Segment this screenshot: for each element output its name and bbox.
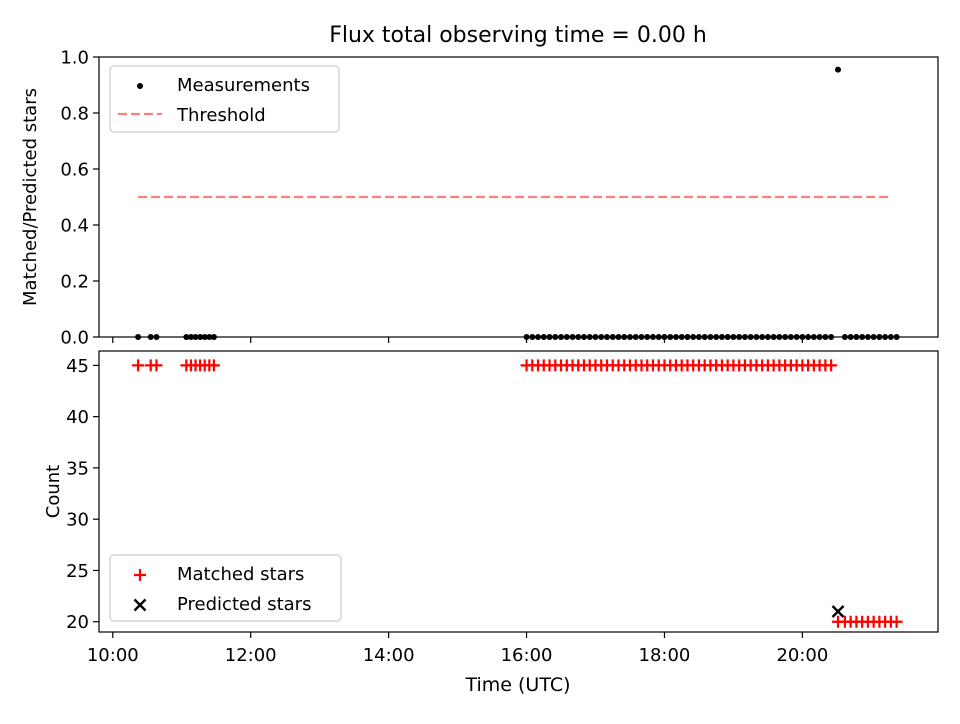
matched-star-point xyxy=(890,615,903,628)
matched-star-point xyxy=(207,359,220,372)
y-axis-label: Count xyxy=(43,465,64,518)
y-tick-label: 0.4 xyxy=(60,216,89,237)
y-tick-label: 0.8 xyxy=(60,104,89,125)
matched-star-point xyxy=(150,359,163,372)
matched-star-point xyxy=(825,359,838,372)
legend-label: Measurements xyxy=(177,75,310,96)
y-tick-label: 0.6 xyxy=(60,160,89,181)
matched-star-point xyxy=(132,359,145,372)
x-tick-label: 18:00 xyxy=(639,645,691,666)
axes-frame xyxy=(98,350,939,633)
measurement-point xyxy=(835,66,842,73)
legend: Matched stars Predicted stars xyxy=(109,554,342,622)
legend-marker xyxy=(137,83,143,89)
y-axis-label: Matched/Predicted stars xyxy=(20,88,41,306)
x-tick-label: 14:00 xyxy=(363,645,415,666)
y-tick-label: 45 xyxy=(66,356,89,377)
bottom-panel: 20 25 30 35 40 45 10:00 12:00 14:00 16:00 18:00 20:… xyxy=(43,350,939,666)
x-axis-label: Time (UTC) xyxy=(464,674,570,696)
predicted-star-point xyxy=(831,605,845,618)
x-tick-label: 12:00 xyxy=(225,645,277,666)
x-tick-label: 10:00 xyxy=(87,645,139,666)
legend-box xyxy=(109,554,342,622)
legend-label: Predicted stars xyxy=(177,594,311,615)
legend: Measurements Threshold xyxy=(109,65,340,133)
y-tick-label: 35 xyxy=(66,458,89,479)
legend-label: Matched stars xyxy=(177,564,304,585)
y-tick-label: 0.2 xyxy=(60,272,89,293)
legend-marker xyxy=(133,598,147,612)
top-panel: 0.0 0.2 0.4 0.6 0.8 1.0 Matched/Predicted star… xyxy=(20,48,939,349)
x-tick-label: 16:00 xyxy=(501,645,553,666)
x-tick-label: 20:00 xyxy=(776,645,828,666)
chart-title: Flux total observing time = 0.00 h xyxy=(329,23,707,48)
legend-marker xyxy=(134,569,146,581)
y-tick-label: 30 xyxy=(66,510,89,531)
y-tick-label: 25 xyxy=(66,561,89,582)
axes-frame xyxy=(98,56,939,338)
y-tick-label: 0.0 xyxy=(60,328,89,349)
y-tick-label: 40 xyxy=(66,407,89,428)
legend-box xyxy=(109,65,340,133)
legend-label: Threshold xyxy=(176,105,266,126)
y-tick-label: 20 xyxy=(66,612,89,633)
y-tick-label: 1.0 xyxy=(60,48,89,69)
